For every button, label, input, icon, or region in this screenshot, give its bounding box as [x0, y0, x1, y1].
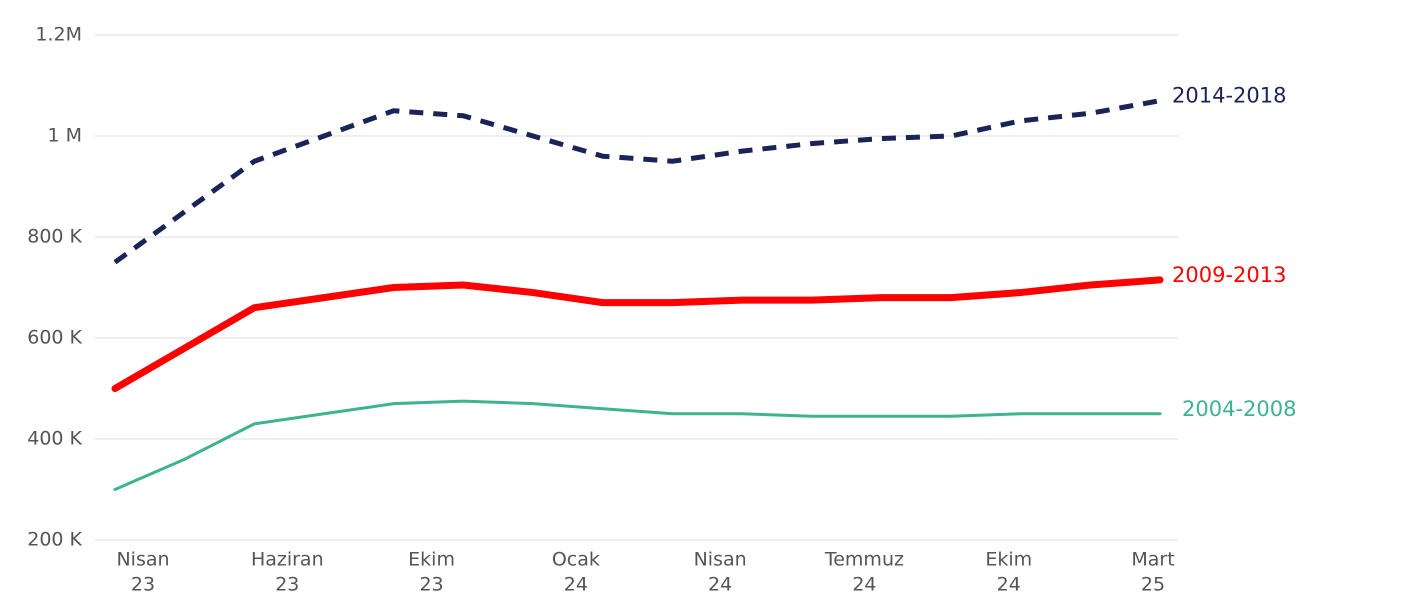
x-tick-label: Mart	[1131, 549, 1174, 571]
y-tick-label: 800 K	[27, 226, 82, 248]
y-tick-label: 400 K	[27, 428, 82, 450]
x-tick-label: 23	[419, 574, 443, 596]
x-tick-label: 23	[275, 574, 299, 596]
series-label: 2009-2013	[1172, 263, 1286, 287]
x-tick-label: Ekim	[408, 549, 455, 571]
x-tick-label: Temmuz	[824, 549, 904, 571]
x-tick-label: Nisan	[116, 549, 169, 571]
x-tick-label: Nisan	[694, 549, 747, 571]
x-tick-label: 25	[1141, 574, 1165, 596]
y-tick-label: 600 K	[27, 327, 82, 349]
x-tick-label: 24	[708, 574, 732, 596]
y-tick-label: 1.2M	[35, 24, 82, 46]
series-line	[113, 399, 1162, 491]
series-label: 2004-2008	[1182, 397, 1296, 421]
x-tick-label: 23	[131, 574, 155, 596]
x-tick-label: 24	[564, 574, 588, 596]
series-line	[111, 276, 1164, 392]
series-line	[113, 98, 1161, 265]
x-tick-label: Haziran	[251, 549, 324, 571]
y-tick-label: 200 K	[27, 529, 82, 551]
x-tick-label: 24	[852, 574, 876, 596]
x-tick-label: Ekim	[985, 549, 1032, 571]
y-tick-label: 1 M	[47, 125, 82, 147]
x-tick-label: Ocak	[552, 549, 600, 571]
series-label: 2014-2018	[1172, 84, 1286, 108]
x-tick-label: 24	[997, 574, 1021, 596]
